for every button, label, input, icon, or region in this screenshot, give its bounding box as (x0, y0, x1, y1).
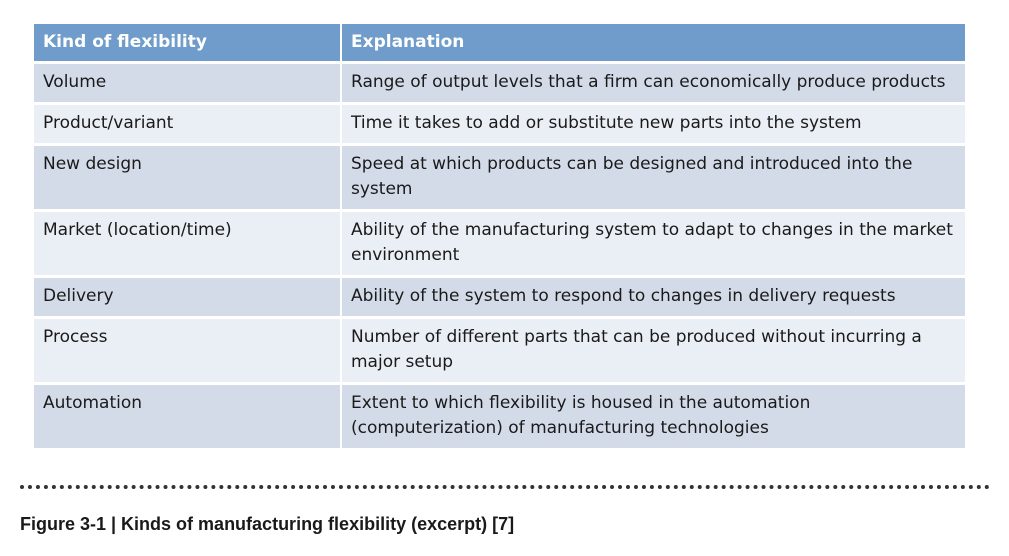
table-row: Delivery Ability of the system to respon… (34, 274, 965, 317)
explanation-cell: Ability of the system to respond to chan… (341, 274, 965, 317)
table-row: Automation Extent to which flexibility i… (34, 381, 965, 448)
kind-cell: Process (34, 315, 342, 383)
explanation-cell: Range of output levels that a firm can e… (341, 60, 965, 103)
flexibility-table: Kind of flexibility Explanation Volume R… (34, 24, 965, 448)
kind-cell: Delivery (34, 274, 342, 317)
figure-caption: Figure 3-1 | Kinds of manufacturing flex… (20, 514, 515, 534)
kind-cell: New design (34, 142, 342, 210)
explanation-cell: Ability of the manufacturing system to a… (341, 208, 965, 276)
column-header-kind: Kind of flexibility (34, 24, 342, 62)
table-header-row: Kind of flexibility Explanation (34, 24, 965, 62)
explanation-cell: Time it takes to add or substitute new p… (341, 101, 965, 144)
explanation-cell: Extent to which flexibility is housed in… (341, 381, 965, 448)
kind-cell: Market (location/time) (34, 208, 342, 276)
explanation-cell: Number of different parts that can be pr… (341, 315, 965, 383)
table-row: Volume Range of output levels that a fir… (34, 60, 965, 103)
column-header-explanation: Explanation (341, 24, 965, 62)
dotted-divider (20, 485, 990, 489)
table-row: Product/variant Time it takes to add or … (34, 101, 965, 144)
kind-cell: Product/variant (34, 101, 342, 144)
kind-cell: Automation (34, 381, 342, 448)
kind-cell: Volume (34, 60, 342, 103)
table-row: Market (location/time) Ability of the ma… (34, 208, 965, 276)
table-row: Process Number of different parts that c… (34, 315, 965, 383)
explanation-cell: Speed at which products can be designed … (341, 142, 965, 210)
table-row: New design Speed at which products can b… (34, 142, 965, 210)
